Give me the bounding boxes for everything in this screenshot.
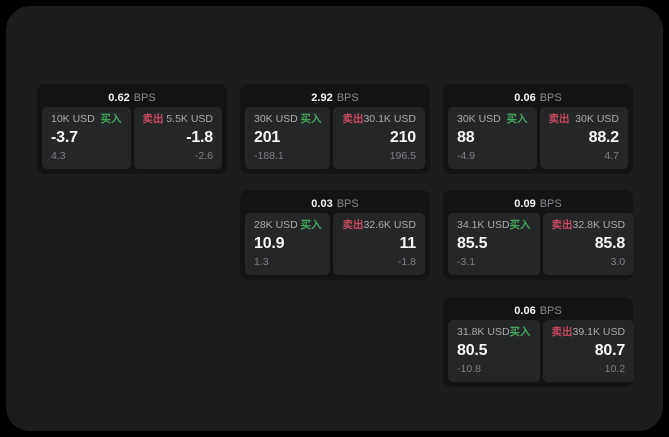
buy-side-label: 买入 [100, 113, 122, 125]
sell-quote-value: 11 [399, 235, 416, 252]
buy-side-label: 买入 [300, 113, 322, 125]
bps-unit-label: BPS [336, 198, 359, 210]
buy-quote-sub-value: -3.1 [457, 256, 476, 268]
bps-value: 0.62 [108, 92, 130, 104]
quote-card: 0.62 BPS 10K USD 买入 -3.7 4.3 卖出 5.5K USD… [37, 84, 227, 174]
buy-side-label: 买入 [300, 219, 322, 231]
sell-quote-sub-value: 196.5 [389, 150, 416, 162]
sell-quote-panel[interactable]: 卖出 5.5K USD -1.8 -2.6 [133, 107, 222, 169]
bps-unit-label: BPS [539, 198, 562, 210]
sell-quote-sub-value: 10.2 [604, 363, 626, 375]
sell-quote-sub-value: 3.0 [610, 256, 626, 268]
sell-amount-label: 30.1K USD [363, 113, 416, 125]
sell-side-label: 卖出 [342, 219, 364, 231]
buy-quote-value: 85.5 [457, 235, 488, 252]
card-header: 0.06 BPS [448, 302, 628, 320]
buy-quote-panel[interactable]: 28K USD 买入 10.9 1.3 [245, 213, 331, 275]
buy-amount-label: 30K USD [254, 113, 298, 125]
card-header: 0.09 BPS [448, 195, 628, 213]
buy-quote-sub-value: -4.9 [457, 150, 476, 162]
sell-amount-label: 32.6K USD [363, 219, 416, 231]
quote-card: 0.06 BPS 31.8K USD 买入 80.5 -10.8 卖出 39.1… [443, 297, 635, 387]
sell-quote-panel[interactable]: 卖出 30K USD 88.2 4.7 [539, 107, 628, 169]
card-header: 0.06 BPS [448, 89, 628, 107]
sell-quote-value: 85.8 [594, 235, 626, 252]
sell-quote-value: 80.7 [594, 342, 626, 359]
bps-unit-label: BPS [539, 92, 562, 104]
buy-quote-panel[interactable]: 10K USD 买入 -3.7 4.3 [42, 107, 131, 169]
buy-quote-panel[interactable]: 34.1K USD 买入 85.5 -3.1 [448, 213, 540, 275]
bps-value: 0.03 [311, 198, 333, 210]
buy-amount-label: 30K USD [457, 113, 501, 125]
buy-quote-sub-value: -188.1 [254, 150, 284, 162]
sell-amount-label: 39.1K USD [572, 326, 626, 338]
buy-quote-panel[interactable]: 30K USD 买入 201 -188.1 [245, 107, 331, 169]
buy-side-label: 买入 [509, 219, 531, 231]
buy-quote-value: 201 [254, 129, 281, 146]
bps-unit-label: BPS [539, 305, 562, 317]
buy-quote-value: 80.5 [457, 342, 488, 359]
buy-side-label: 买入 [506, 113, 528, 125]
buy-quote-value: 88 [457, 129, 475, 146]
sell-quote-sub-value: 4.7 [604, 150, 619, 162]
sell-amount-label: 32.8K USD [572, 219, 626, 231]
card-header: 0.03 BPS [245, 195, 425, 213]
bps-value: 0.06 [514, 92, 536, 104]
buy-quote-value: 10.9 [254, 235, 285, 252]
sell-quote-value: 210 [389, 129, 416, 146]
buy-amount-label: 31.8K USD [457, 326, 510, 338]
quote-card: 0.03 BPS 28K USD 买入 10.9 1.3 卖出 32.6K US… [240, 190, 430, 280]
buy-amount-label: 10K USD [51, 113, 95, 125]
quote-card: 0.09 BPS 34.1K USD 买入 85.5 -3.1 卖出 32.8K… [443, 190, 635, 280]
buy-quote-panel[interactable]: 31.8K USD 买入 80.5 -10.8 [448, 320, 540, 382]
sell-quote-panel[interactable]: 卖出 32.8K USD 85.8 3.0 [542, 213, 635, 275]
quote-card: 2.92 BPS 30K USD 买入 201 -188.1 卖出 30.1K … [240, 84, 430, 174]
bps-value: 0.06 [514, 305, 536, 317]
sell-side-label: 卖出 [142, 113, 164, 125]
buy-side-label: 买入 [509, 326, 531, 338]
sell-side-label: 卖出 [551, 326, 573, 338]
buy-amount-label: 28K USD [254, 219, 298, 231]
card-header: 2.92 BPS [245, 89, 425, 107]
sell-quote-panel[interactable]: 卖出 32.6K USD 11 -1.8 [333, 213, 425, 275]
sell-amount-label: 5.5K USD [166, 113, 213, 125]
quote-card: 0.06 BPS 30K USD 买入 88 -4.9 卖出 30K USD 8… [443, 84, 633, 174]
bps-unit-label: BPS [133, 92, 156, 104]
sell-quote-sub-value: -2.6 [194, 150, 213, 162]
sell-quote-value: 88.2 [588, 129, 620, 146]
sell-side-label: 卖出 [342, 113, 364, 125]
buy-quote-sub-value: 4.3 [51, 150, 66, 162]
bps-unit-label: BPS [336, 92, 359, 104]
sell-side-label: 卖出 [551, 219, 573, 231]
buy-quote-sub-value: -10.8 [457, 363, 481, 375]
buy-amount-label: 34.1K USD [457, 219, 510, 231]
sell-quote-panel[interactable]: 卖出 39.1K USD 80.7 10.2 [542, 320, 635, 382]
sell-side-label: 卖出 [548, 113, 570, 125]
sell-quote-value: -1.8 [186, 129, 213, 146]
sell-amount-label: 30K USD [575, 113, 619, 125]
buy-quote-value: -3.7 [51, 129, 78, 146]
bps-value: 0.09 [514, 198, 536, 210]
sell-quote-sub-value: -1.8 [397, 256, 416, 268]
buy-quote-panel[interactable]: 30K USD 买入 88 -4.9 [448, 107, 537, 169]
sell-quote-panel[interactable]: 卖出 30.1K USD 210 196.5 [333, 107, 425, 169]
buy-quote-sub-value: 1.3 [254, 256, 269, 268]
bps-value: 2.92 [311, 92, 333, 104]
card-header: 0.62 BPS [42, 89, 222, 107]
